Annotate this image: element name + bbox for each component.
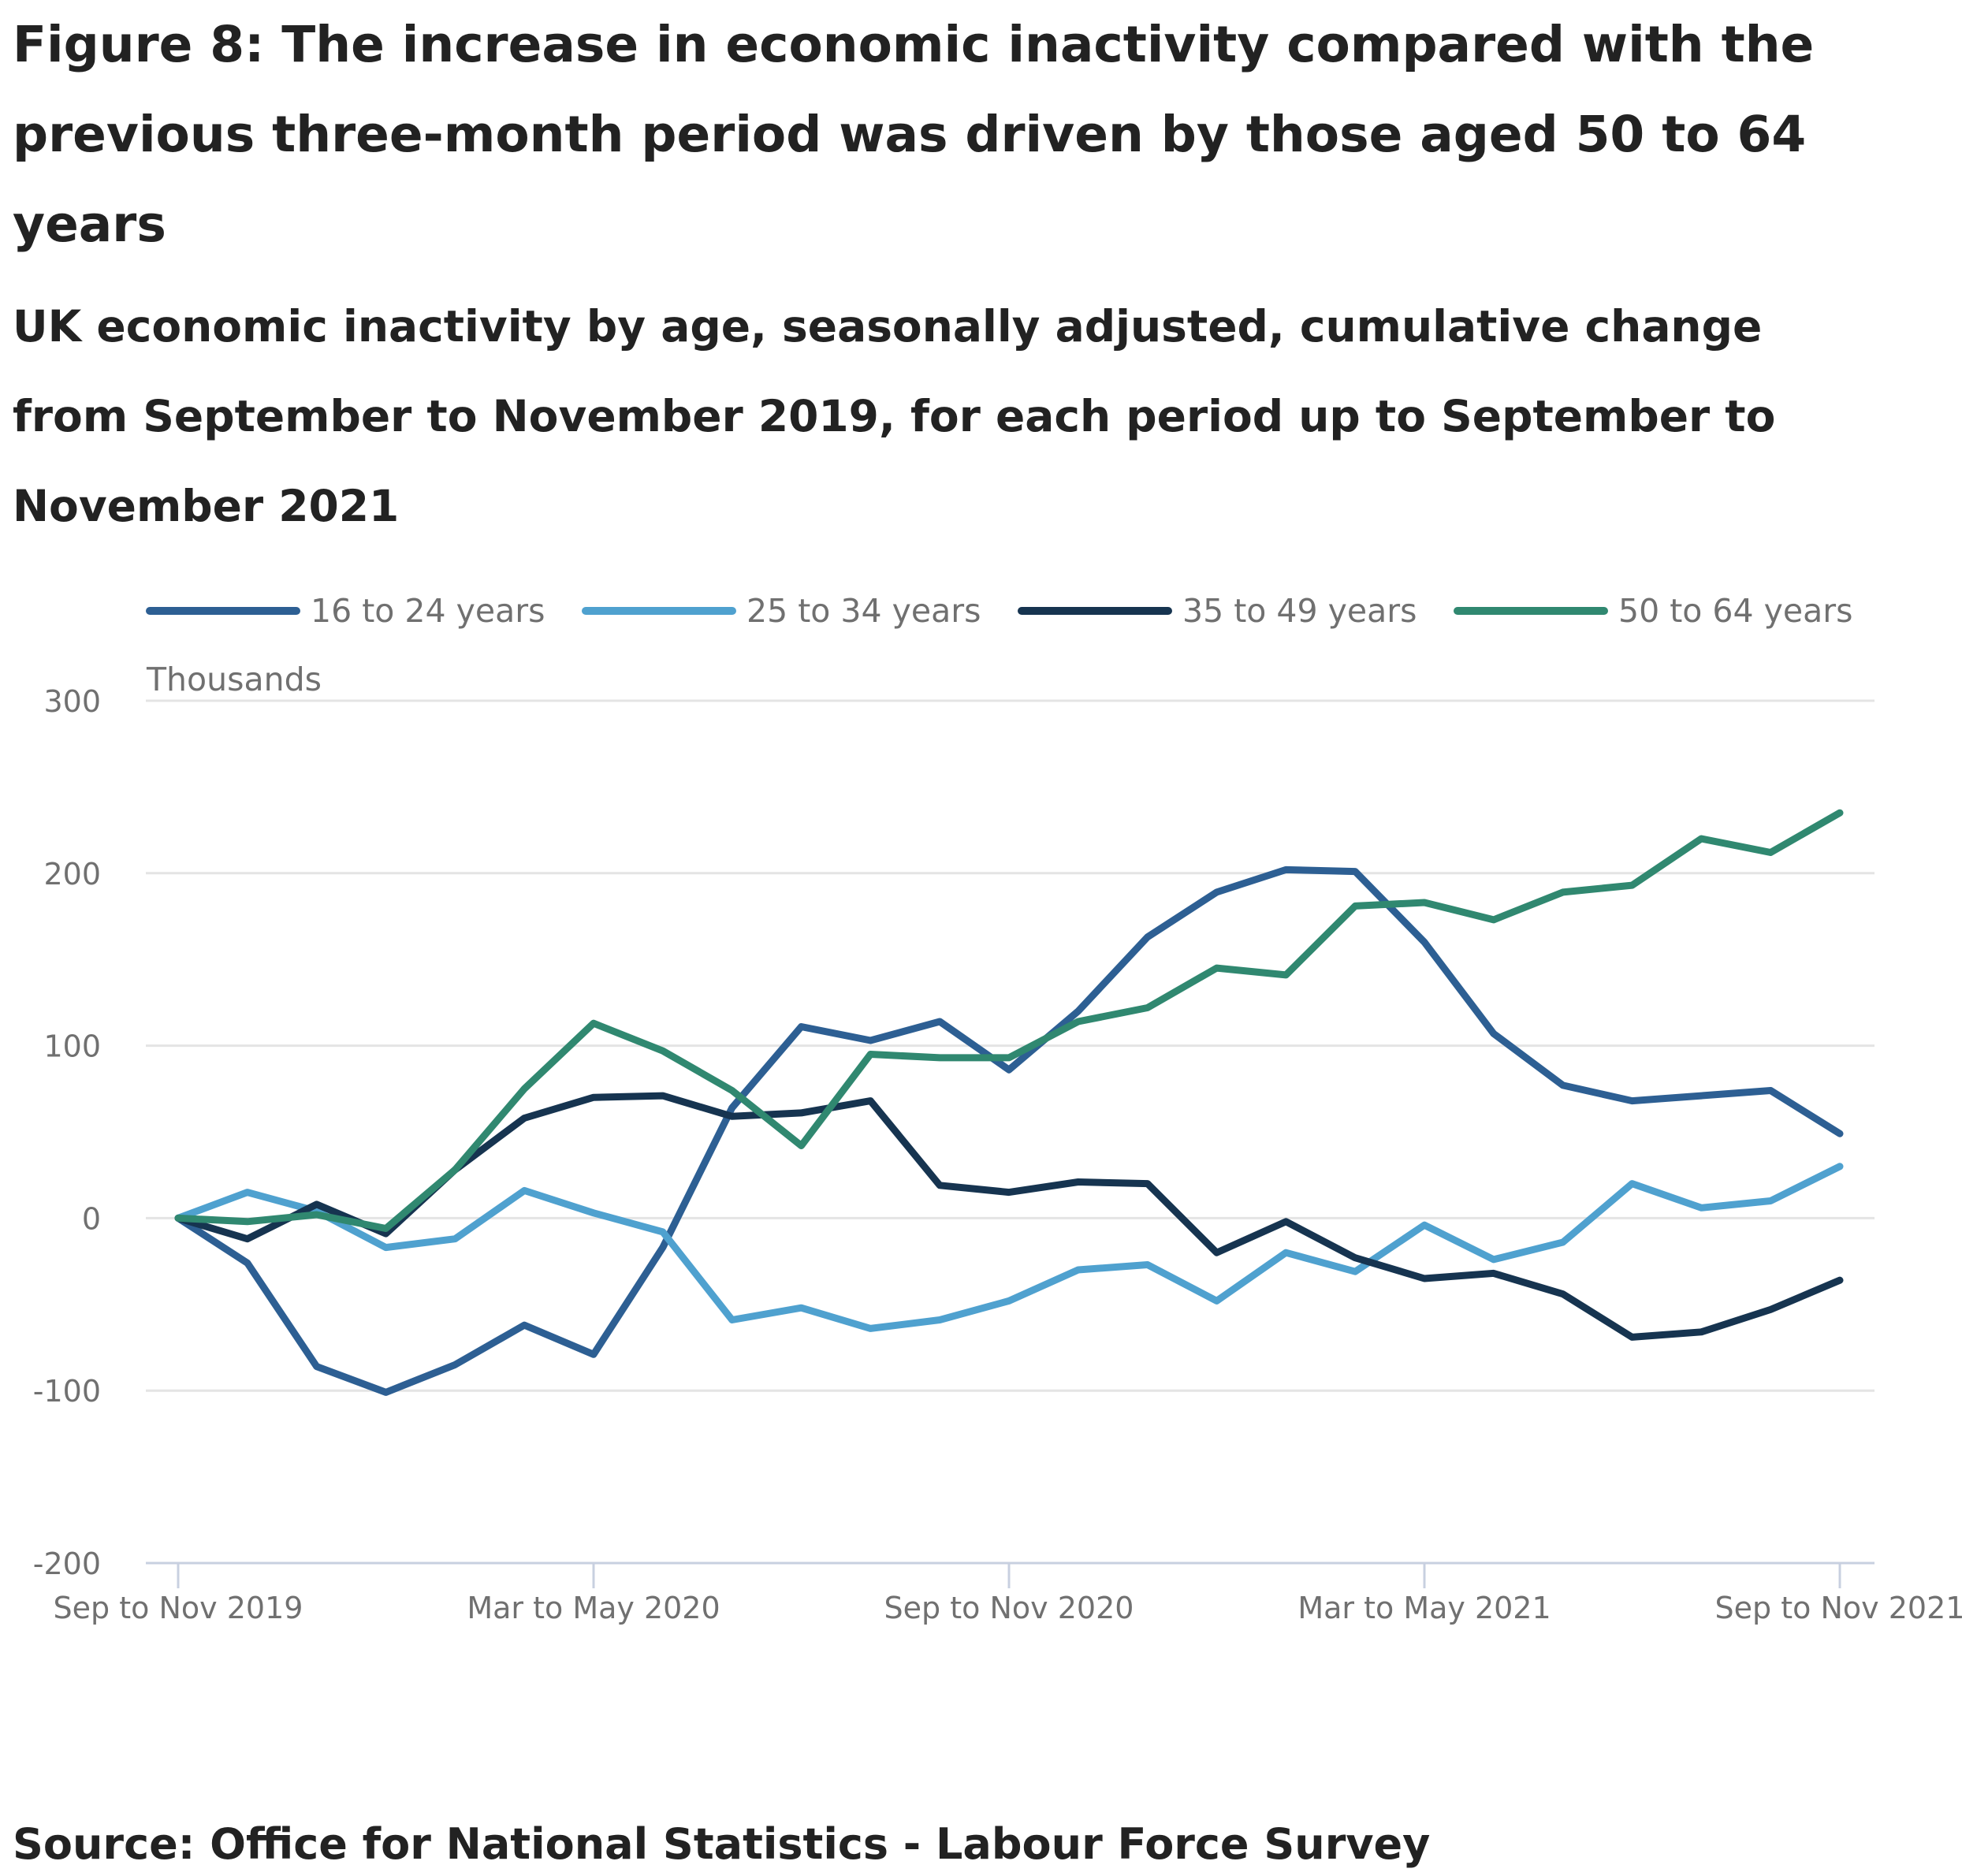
x-tick-label: Mar to May 2020 [467, 1591, 720, 1625]
series-line-16-to-24-years[interactable] [174, 865, 1844, 1396]
y-tick-label: 200 [43, 857, 101, 891]
legend-item-35-to-49-years[interactable]: 35 to 49 years [1018, 592, 1417, 630]
y-tick-label: 300 [43, 684, 101, 719]
x-axis: Sep to Nov 2019 Mar to May 2020 Sep to Nov… [54, 1563, 1962, 1625]
x-tick-label: Mar to May 2021 [1297, 1591, 1551, 1625]
figure-subtitle: UK economic inactivity by age, seasonall… [13, 301, 1776, 531]
legend-label: 50 to 64 years [1618, 592, 1852, 630]
x-tick-label: Sep to Nov 2019 [54, 1591, 303, 1625]
x-tick-label: Sep to Nov 2020 [884, 1591, 1134, 1625]
source-note: Source: Office for National Statistics -… [13, 1819, 1431, 1869]
gridlines [146, 699, 1875, 1565]
x-tick-label: Sep to Nov 2021 [1715, 1591, 1962, 1625]
y-tick-label: -200 [33, 1547, 101, 1581]
legend-item-50-to-64-years[interactable]: 50 to 64 years [1454, 592, 1852, 630]
y-tick-label: 100 [43, 1029, 101, 1064]
y-tick-label: 0 [82, 1201, 101, 1236]
legend-label: 35 to 49 years [1182, 592, 1417, 630]
y-axis-unit-label: Thousands [146, 661, 322, 698]
legend-label: 16 to 24 years [311, 592, 545, 630]
series-line-25-to-34-years[interactable] [174, 1163, 1844, 1332]
legend-label: 25 to 34 years [746, 592, 981, 630]
y-axis: -200 -100 0 100 200 300 [33, 684, 101, 1581]
chart-legend: 16 to 24 years 25 to 34 years 35 to 49 yea… [146, 592, 1852, 630]
legend-item-25-to-34-years[interactable]: 25 to 34 years [582, 592, 981, 630]
series-lines [174, 809, 1844, 1396]
figure-title: Figure 8: The increase in economic inact… [13, 16, 1815, 253]
legend-item-16-to-24-years[interactable]: 16 to 24 years [146, 592, 545, 630]
series-line-50-to-64-years[interactable] [174, 809, 1844, 1232]
y-tick-label: -100 [33, 1374, 101, 1409]
